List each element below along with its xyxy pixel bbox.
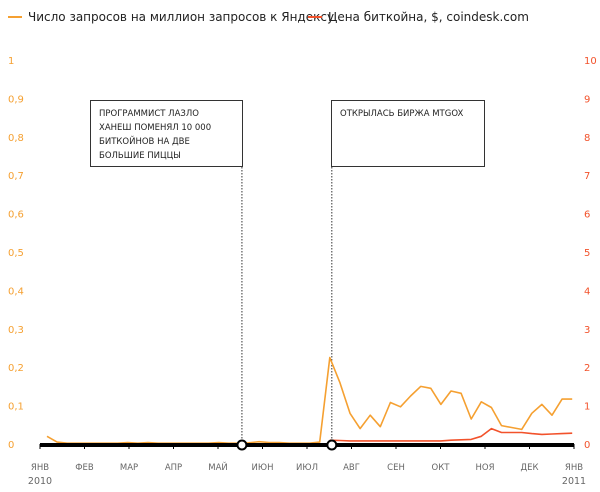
left-axis-tick: 0,5 [8, 248, 24, 259]
left-axis-tick: 0,3 [8, 325, 24, 336]
x-tick-label: МАР [120, 463, 138, 473]
annotation-text: ПРОГРАММИСТ ЛАЗЛО ХАНЕШ ПОМЕНЯЛ 10 000 Б… [99, 109, 212, 161]
price-line [329, 427, 573, 442]
right-axis-tick: 5 [584, 248, 590, 259]
left-axis-tick: 0,7 [8, 171, 24, 182]
x-tick-label: АВГ [343, 463, 360, 473]
right-axis-tick: 4 [584, 286, 590, 297]
left-axis-tick: 0 [8, 440, 14, 451]
searches-line [46, 356, 573, 445]
legend-label: Число запросов на миллион запросов к Янд… [28, 10, 335, 24]
legend-label: Цена биткойна, $, coindesk.com [328, 10, 529, 24]
left-axis-tick: 0,9 [8, 94, 24, 105]
x-tick-label: НОЯ [476, 463, 495, 473]
right-axis-tick: 3 [584, 325, 590, 336]
left-axis-tick: 0,8 [8, 133, 24, 144]
right-axis-tick: 0 [584, 440, 590, 451]
x-year-label: 2011 [562, 476, 586, 487]
legend-swatch [308, 16, 322, 18]
right-axis-tick: 10 [584, 56, 597, 67]
legend-item-price: Цена биткойна, $, coindesk.com [308, 10, 529, 24]
x-tick-label: ЯНВ [31, 463, 49, 473]
annotation-box: ПРОГРАММИСТ ЛАЗЛО ХАНЕШ ПОМЕНЯЛ 10 000 Б… [90, 100, 243, 167]
x-tick-label: ЯНВ [565, 463, 583, 473]
right-axis-tick: 1 [584, 402, 590, 413]
right-axis-tick: 7 [584, 171, 590, 182]
annotation-box: ОТКРЫЛАСЬ БИРЖА MTGOX [331, 100, 485, 167]
x-tick-label: ОКТ [432, 463, 451, 473]
right-axis-tick: 2 [584, 363, 590, 374]
right-axis-tick: 6 [584, 210, 590, 221]
annotation-marker [236, 439, 248, 451]
x-tick-label: ИЮЛ [296, 463, 318, 473]
left-axis-tick: 0,4 [8, 286, 24, 297]
left-axis-tick: 1 [8, 56, 14, 67]
x-tick-label: ИЮН [252, 463, 274, 473]
annotation-text: ОТКРЫЛАСЬ БИРЖА MTGOX [340, 109, 464, 119]
x-year-label: 2010 [28, 476, 52, 487]
legend-swatch [8, 16, 22, 18]
annotation-marker [326, 439, 338, 451]
x-tick-label: МАЙ [208, 461, 228, 473]
legend-item-searches: Число запросов на миллион запросов к Янд… [8, 10, 334, 24]
x-tick-label: АПР [165, 463, 182, 473]
x-tick-label: СЕН [387, 463, 405, 473]
left-axis-tick: 0,1 [8, 402, 24, 413]
x-tick-label: ДЕК [520, 463, 538, 473]
left-axis-tick: 0,6 [8, 210, 24, 221]
left-axis-tick: 0,2 [8, 363, 24, 374]
right-axis-tick: 9 [584, 94, 590, 105]
right-axis-tick: 8 [584, 133, 590, 144]
x-tick-label: ФЕВ [75, 463, 94, 473]
